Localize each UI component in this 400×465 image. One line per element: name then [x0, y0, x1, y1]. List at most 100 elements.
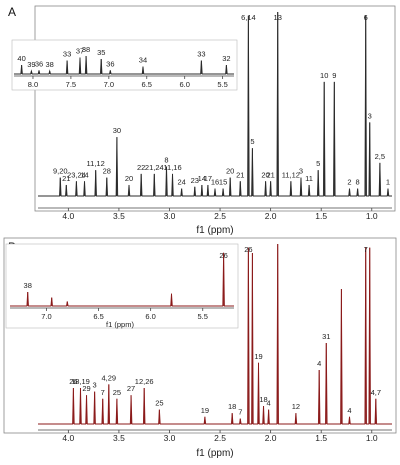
panel-b-x-axis: 4.0 3.5 3.0 2.5 2.0 1.5 1.0 [38, 429, 392, 443]
panel-b-peak-label: 18,19 [71, 377, 90, 386]
panel-a-peak-label: 9,20 [53, 167, 68, 176]
panel-b-peak-label: 25 [113, 388, 121, 397]
panel-a-peak-label: 11,12 [282, 170, 300, 179]
panel-b-x-label: f1 (ppm) [196, 448, 233, 459]
panel-a-peak-label: 23 [191, 176, 199, 185]
panel-a-peak-label: 10 [320, 71, 328, 80]
panel-a-peak-label: 30 [113, 126, 121, 135]
panel-a-x-tick-label: 1.5 [315, 211, 327, 221]
panel-a-peak-label: 11,12 [87, 159, 105, 168]
panel-b-peak-label: 7 [364, 245, 368, 254]
panel-a-inset-x-tick-label: 5.5 [217, 80, 227, 89]
panel-a-peak-label: 8 [164, 156, 168, 165]
panel-a-peak-label: 20 [125, 174, 133, 183]
panel-b-peak-label: 18 [228, 402, 236, 411]
panel-b-peak-label: 27 [127, 384, 135, 393]
panel-a-peak-label: 11,16 [163, 163, 181, 172]
panel-a-peak-label: 13 [274, 13, 282, 22]
panel-a-peak-label: 24 [177, 178, 185, 187]
panel-a-peak-label: 23,24 [67, 170, 86, 179]
panel-a-peak-label: 5 [316, 159, 320, 168]
panel-b-peak-label: 4,29 [101, 373, 116, 382]
panel-a-peak-label: 16 [211, 178, 219, 187]
panel-a-peak-label: 1 [386, 178, 390, 187]
panel-a-inset-peak-label: 36 [35, 59, 43, 68]
panel-a-inset-peak-label: 39 [27, 60, 35, 69]
panel-a-inset-x-tick-label: 8.0 [28, 80, 38, 89]
panel-a-inset-peak-label: 36 [106, 59, 114, 68]
panel-b-peak-label: 7 [101, 388, 105, 397]
panel-a-inset-trace [14, 55, 234, 75]
panel-b-x-tick-label: 3.5 [113, 433, 125, 443]
panel-a-inset-peak-label: 33 [63, 50, 71, 59]
panel-a-peak-label: 20 [226, 167, 234, 176]
panel-a-inset-x-tick-label: 7.0 [104, 80, 114, 89]
panel-a-peak-label: 21 [266, 170, 274, 179]
panel-a-letter: A [8, 5, 16, 19]
panel-a-peak-label: 2 [347, 178, 351, 187]
panel-a-peak-label: 17 [204, 174, 212, 183]
panel-b-peak-label: 7 [238, 408, 242, 417]
panel-a-frame [34, 5, 396, 212]
panel-b-x-tick-label: 1.0 [366, 433, 378, 443]
panel-a-peak-label: 3 [368, 111, 372, 120]
panel-b-peak-label: 12 [292, 402, 300, 411]
panel-a-peak-label: 22 [137, 163, 145, 172]
panel-a-inset-peak-label: 38 [82, 45, 90, 54]
panel-b-inset-peak-label: 26 [219, 251, 227, 260]
panel-b-peak-label: 31 [322, 332, 330, 341]
panel-a-x-tick-label: 1.0 [366, 211, 378, 221]
panel-b-peak-label: 26 [69, 377, 77, 386]
panel-b-x-tick-label: 2.5 [214, 433, 226, 443]
panel-b-peak-label: 26 [244, 245, 252, 254]
panel-b-peak-label: 29 [82, 384, 90, 393]
panel-b-inset-x-tick-label: 6.5 [93, 312, 103, 321]
panel-a-inset-peak-label: 35 [97, 48, 105, 57]
panel-a-x-axis: 4.0 3.5 3.0 2.5 2.0 1.5 1.0 [38, 207, 392, 221]
panel-a-peak-label: 28 [103, 167, 111, 176]
panel-a-x-tick-label: 3.5 [113, 211, 125, 221]
panel-a-x-tick-label: 2.5 [214, 211, 226, 221]
panel-a-inset-x-tick-label: 6.5 [142, 80, 152, 89]
panel-a-inset-frame [11, 39, 238, 91]
panel-b-peak-label: 4 [347, 406, 351, 415]
panel-a-peak-label: 15 [219, 178, 227, 187]
panel-a-x-tick-label: 2.0 [265, 211, 277, 221]
panel-b-peak-label: 19 [254, 352, 262, 361]
panel-b-peak-label: 12,26 [135, 377, 154, 386]
panel-a-x-tick-label: 3.0 [164, 211, 176, 221]
panel-a-peak-label: 11 [305, 174, 313, 183]
panel-a-peak-label: 3 [299, 167, 303, 176]
panel-b-inset-x-tick-label: 6.0 [145, 312, 155, 321]
panel-b-inset-x-label: f1 (ppm) [106, 320, 134, 329]
panel-a-peak-label: 6,14 [241, 13, 256, 22]
panel-b-inset: 38 26 7.0 6.5 6.0 5.5 f1 (ppm) [5, 243, 239, 329]
panel-a-peak-label: 14 [198, 174, 206, 183]
panel-a-peak-label: 2,5 [375, 152, 385, 161]
panel-a-inset-x-tick-label: 7.5 [66, 80, 76, 89]
panel-a-inset-peak-label: 40 [17, 54, 25, 63]
panel-a-peak-label: 14 [80, 170, 88, 179]
panel-a-inset-peak-label: 32 [222, 54, 230, 63]
panel-b-peak-label: 4 [267, 399, 271, 408]
panel-a-trace [38, 11, 392, 197]
panel-b-peak-label: 25 [155, 399, 163, 408]
panel-b-peak-label: 4 [317, 359, 321, 368]
panel-a-peak-label: 5 [250, 137, 254, 146]
panel-b-x-tick-label: 1.5 [315, 433, 327, 443]
panel-b-peak-label: 19 [201, 406, 209, 415]
panel-a-inset-x-tick-label: 6.0 [179, 80, 189, 89]
panel-b-x-tick-label: 4.0 [62, 433, 74, 443]
panel-a-inset-peak-label: 37 [76, 47, 84, 56]
panel-b-inset-x-tick-label: 5.5 [198, 312, 208, 321]
panel-a-x-label: f1 (ppm) [196, 225, 233, 236]
panel-b-peak-label: 3 [93, 381, 97, 390]
panel-a-x-tick-label: 4.0 [62, 211, 74, 221]
panel-a-peak-label: 6 [364, 13, 368, 22]
